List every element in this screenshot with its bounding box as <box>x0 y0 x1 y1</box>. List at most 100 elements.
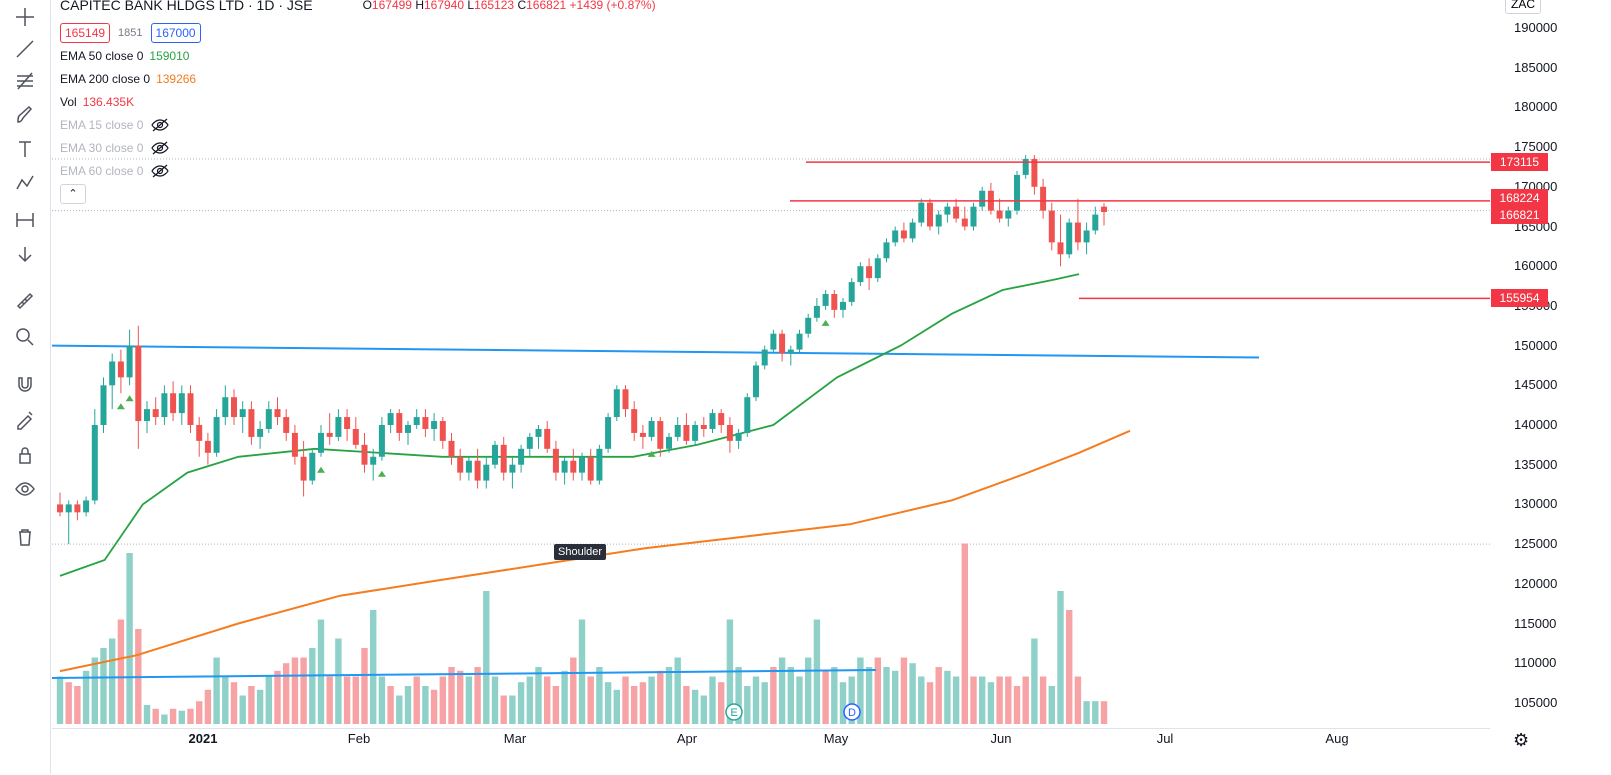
candle-body[interactable] <box>1101 206 1107 213</box>
candle-body[interactable] <box>170 393 177 414</box>
eye-icon[interactable] <box>8 474 42 504</box>
candle-body[interactable] <box>1005 210 1012 219</box>
candle-body[interactable] <box>857 266 864 283</box>
candle-body[interactable] <box>1057 242 1064 255</box>
candle-body[interactable] <box>822 293 829 306</box>
candle-body[interactable] <box>744 397 751 433</box>
candle-body[interactable] <box>274 409 281 418</box>
candle-body[interactable] <box>753 365 759 398</box>
candle-body[interactable] <box>796 333 803 350</box>
candle-body[interactable] <box>483 464 490 481</box>
candle-body[interactable] <box>283 417 290 433</box>
candle-body[interactable] <box>840 301 846 310</box>
candle-body[interactable] <box>405 425 411 433</box>
candle-body[interactable] <box>779 333 786 354</box>
sell-button[interactable]: 165149 <box>60 22 111 43</box>
pattern-icon[interactable] <box>8 168 42 198</box>
candle-body[interactable] <box>535 428 542 437</box>
candle-body[interactable] <box>422 417 429 429</box>
candle-body[interactable] <box>648 421 655 437</box>
candle-body[interactable] <box>204 440 211 453</box>
candle-body[interactable] <box>257 428 264 437</box>
settings-gear-icon[interactable]: ⚙ <box>1513 730 1530 750</box>
candle-body[interactable] <box>378 425 385 457</box>
candle-body[interactable] <box>352 428 359 445</box>
candle-body[interactable] <box>396 413 403 433</box>
candle-body[interactable] <box>935 214 942 227</box>
candle-body[interactable] <box>117 361 124 378</box>
symbol-title[interactable]: CAPITEC BANK HLDGS LTD · 1D · JSE <box>60 0 313 13</box>
candle-body[interactable] <box>909 222 916 239</box>
candle-body[interactable] <box>335 417 342 437</box>
candle-body[interactable] <box>370 456 377 465</box>
measure-icon[interactable] <box>8 205 42 235</box>
candle-body[interactable] <box>770 333 777 350</box>
hidden-eye-icon[interactable] <box>151 141 170 155</box>
dividend-marker-icon[interactable]: D <box>843 703 861 721</box>
candle-body[interactable] <box>631 409 638 433</box>
candle-body[interactable] <box>709 413 716 429</box>
candle-body[interactable] <box>874 258 881 279</box>
price-level-tag[interactable]: 166821 <box>1491 206 1548 225</box>
candle-body[interactable] <box>213 417 220 453</box>
text-icon[interactable] <box>8 134 42 164</box>
candle-body[interactable] <box>231 397 237 418</box>
candle-body[interactable] <box>953 206 960 219</box>
candle-body[interactable] <box>518 448 525 465</box>
brush-icon[interactable] <box>8 100 42 130</box>
candle-body[interactable] <box>944 206 951 215</box>
indicator-row[interactable]: EMA 50 close 0 159010 <box>60 44 656 67</box>
candle-body[interactable] <box>561 460 568 473</box>
buy-button[interactable]: 167000 <box>150 22 201 43</box>
candle-body[interactable] <box>726 425 733 441</box>
candle-body[interactable] <box>813 305 820 318</box>
candle-body[interactable] <box>674 425 681 437</box>
candle-body[interactable] <box>605 417 612 449</box>
candle-body[interactable] <box>787 349 794 354</box>
candle-body[interactable] <box>413 417 420 425</box>
candle-body[interactable] <box>448 440 455 457</box>
candle-body[interactable] <box>761 349 768 366</box>
candle-body[interactable] <box>552 448 559 473</box>
candle-body[interactable] <box>526 436 533 449</box>
candle-body[interactable] <box>579 456 585 473</box>
crosshair-icon[interactable] <box>8 2 42 32</box>
candle-body[interactable] <box>979 190 986 207</box>
candle-body[interactable] <box>178 393 185 414</box>
candle-body[interactable] <box>996 210 1003 219</box>
candle-body[interactable] <box>431 421 438 429</box>
candle-body[interactable] <box>970 206 977 227</box>
price-level-tag[interactable]: 173115 <box>1491 153 1548 172</box>
lock-drawing-icon[interactable] <box>8 404 42 434</box>
candle-body[interactable] <box>222 397 229 418</box>
candle-body[interactable] <box>326 432 333 437</box>
candle-body[interactable] <box>161 393 168 418</box>
candle-body[interactable] <box>248 409 255 437</box>
time-axis[interactable]: 2021 Feb Mar Apr May Jun Jul Aug <box>52 728 1490 775</box>
ruler-icon[interactable] <box>8 286 42 316</box>
indicator-row[interactable]: EMA 200 close 0 139266 <box>60 67 656 90</box>
candle-body[interactable] <box>187 393 194 425</box>
candle-body[interactable] <box>144 409 150 422</box>
candle-body[interactable] <box>74 504 81 513</box>
candle-body[interactable] <box>300 456 307 481</box>
candle-body[interactable] <box>900 230 907 239</box>
candle-body[interactable] <box>509 464 516 473</box>
candle-body[interactable] <box>622 389 629 410</box>
candle-body[interactable] <box>126 345 133 378</box>
candle-body[interactable] <box>291 432 298 457</box>
candle-body[interactable] <box>1066 222 1073 255</box>
indicator-row[interactable]: EMA 15 close 0 <box>60 113 656 136</box>
candle-body[interactable] <box>918 202 925 223</box>
candle-body[interactable] <box>657 421 664 449</box>
candle-body[interactable] <box>866 266 873 279</box>
candle-body[interactable] <box>1022 159 1029 175</box>
candle-body[interactable] <box>961 218 968 227</box>
candle-body[interactable] <box>666 436 672 449</box>
price-level-tag[interactable]: 155954 <box>1491 289 1548 308</box>
fib-retracement-icon[interactable] <box>8 66 42 96</box>
candle-body[interactable] <box>65 504 72 513</box>
candle-body[interactable] <box>361 444 368 465</box>
